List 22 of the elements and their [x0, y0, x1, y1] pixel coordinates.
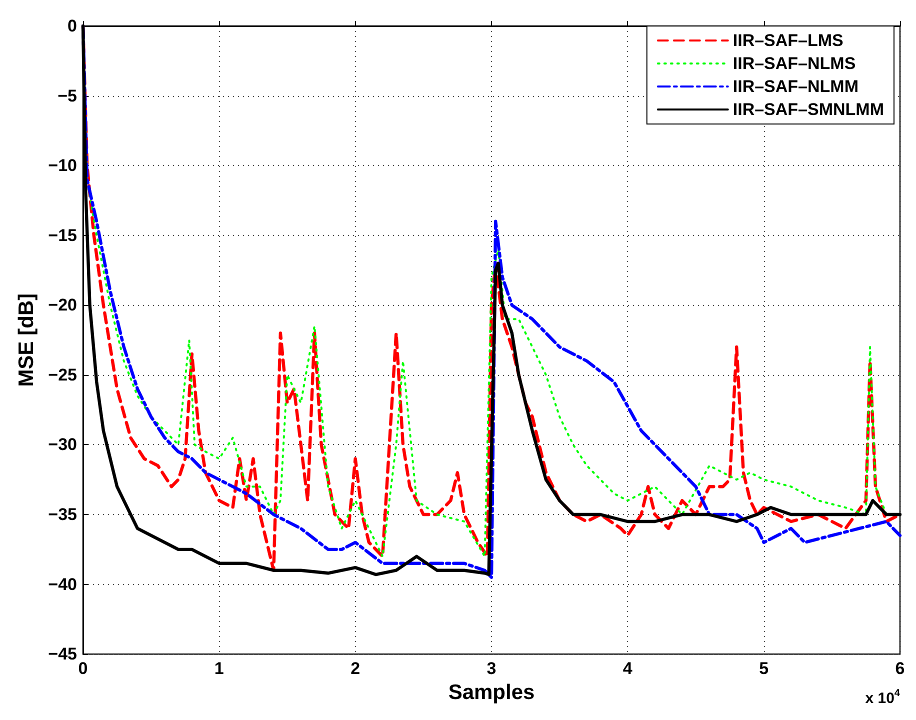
x-tick-label: 5 [759, 659, 769, 678]
y-axis-title: MSE [dB] [15, 293, 38, 387]
legend-label: IIR–SAF–NLMM [732, 77, 859, 96]
y-tick-label: −40 [48, 574, 77, 594]
x-tick-label: 6 [895, 659, 905, 678]
y-tick-label: −30 [48, 435, 77, 454]
x-tick-label: 2 [350, 659, 360, 678]
y-tick-label: −45 [48, 644, 77, 664]
x-tick-label: 4 [622, 659, 633, 678]
x-axis-title: Samples [448, 681, 535, 704]
x-tick-label: 3 [486, 659, 496, 678]
y-tick-label: −15 [48, 226, 77, 245]
legend-label: IIR–SAF–LMS [732, 31, 844, 50]
x-tick-label: 1 [214, 659, 224, 678]
y-tick-label: −10 [48, 156, 77, 176]
y-tick-label: 0 [68, 16, 77, 36]
y-tick-label: −35 [48, 505, 77, 524]
legend-label: IIR–SAF–SMNLMM [732, 100, 884, 119]
y-tick-label: −25 [48, 365, 77, 384]
y-tick-label: −20 [48, 296, 77, 315]
legend-label: IIR–SAF–NLMS [732, 54, 856, 73]
y-tick-label: −5 [58, 86, 77, 106]
